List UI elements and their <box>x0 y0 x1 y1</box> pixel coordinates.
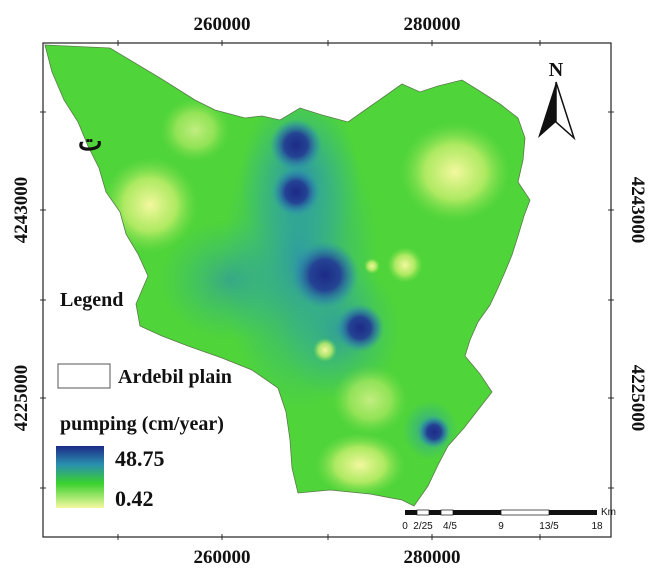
plain-boundary <box>44 44 531 507</box>
legend-boundary-swatch <box>57 363 111 389</box>
panel-label: ت <box>78 127 102 156</box>
coord-bottom-1: 260000 <box>194 547 251 568</box>
coord-right-2: 4225000 <box>627 365 648 432</box>
coord-right-1: 4243000 <box>627 177 648 244</box>
scale-tick-4: 13/5 <box>539 521 559 532</box>
legend-color-ramp <box>56 446 104 508</box>
scale-tick-3: 9 <box>498 521 504 532</box>
scale-bar: Km 0 2/25 4/5 9 13/5 18 <box>402 507 616 532</box>
coord-bottom-2: 280000 <box>404 547 461 568</box>
legend-max-value: 48.75 <box>115 446 165 471</box>
scale-tick-1: 2/25 <box>413 521 433 532</box>
legend-min-value: 0.42 <box>115 486 154 511</box>
legend-variable-label: pumping (cm/year) <box>60 413 224 435</box>
scale-unit: Km <box>601 507 616 518</box>
north-arrow-icon: N <box>538 59 576 141</box>
coord-left-2: 4225000 <box>11 365 32 432</box>
coord-top-2: 280000 <box>404 14 461 35</box>
scale-tick-2: 4/5 <box>443 521 457 532</box>
scale-tick-0: 0 <box>402 521 408 532</box>
coord-top-1: 260000 <box>194 14 251 35</box>
scale-tick-5: 18 <box>591 521 603 532</box>
legend: Legend Ardebil plain pumping (cm/year) 4… <box>56 289 232 511</box>
legend-heading: Legend <box>60 289 123 311</box>
coord-left-1: 4243000 <box>11 177 32 244</box>
north-label: N <box>549 59 564 81</box>
legend-boundary-label: Ardebil plain <box>118 366 232 388</box>
map-frame <box>42 42 612 538</box>
